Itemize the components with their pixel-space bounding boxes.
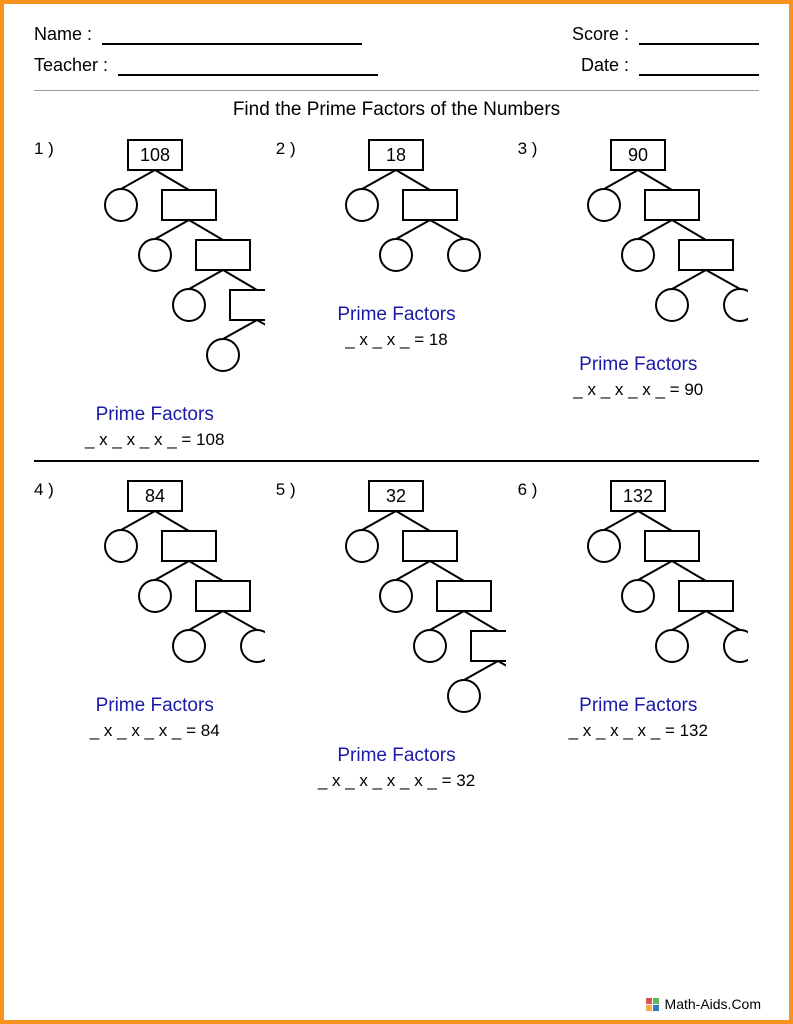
answer-equation[interactable]: _ x _ x _ = 18 xyxy=(276,330,517,350)
footer-logo-icon xyxy=(646,998,659,1011)
problem-cell: 4 ) 84 Prime Factors _ x _ x _ x _ = 84 xyxy=(34,474,275,791)
problem-cell: 3 ) 90 Prime Factors _ x _ x _ x _ = 90 xyxy=(518,133,759,450)
name-line[interactable] xyxy=(102,27,362,45)
footer-text: Math-Aids.Com xyxy=(665,996,761,1012)
answer-block: Prime Factors _ x _ x _ x _ = 108 xyxy=(34,404,275,450)
factor-tree[interactable]: 90 xyxy=(518,133,759,346)
answer-block: Prime Factors _ x _ x _ x _ = 84 xyxy=(34,695,275,741)
problem-cell: 1 ) 108 Prime Factors _ x _ x _ x _ = 108 xyxy=(34,133,275,450)
svg-text:18: 18 xyxy=(386,145,406,165)
answer-equation[interactable]: _ x _ x _ x _ x _ = 32 xyxy=(276,771,517,791)
answer-label: Prime Factors xyxy=(276,745,517,767)
answer-label: Prime Factors xyxy=(518,354,759,376)
problems-container: 1 )108Prime Factors_ x _ x _ x _ = 1082 … xyxy=(34,133,759,801)
worksheet-inner: Name : Score : Teacher : Date : Find the… xyxy=(4,4,789,811)
header-row-1: Name : Score : xyxy=(34,24,759,45)
teacher-label: Teacher : xyxy=(34,55,108,76)
answer-block: Prime Factors _ x _ x _ = 18 xyxy=(276,304,517,350)
answer-block: Prime Factors _ x _ x _ x _ = 132 xyxy=(518,695,759,741)
answer-equation[interactable]: _ x _ x _ x _ = 84 xyxy=(34,721,275,741)
problem-number: 3 ) xyxy=(518,139,538,159)
date-line[interactable] xyxy=(639,58,759,76)
worksheet-title: Find the Prime Factors of the Numbers xyxy=(34,99,759,121)
date-label: Date : xyxy=(581,55,629,76)
problem-number: 5 ) xyxy=(276,480,296,500)
factor-tree[interactable]: 18 xyxy=(276,133,517,296)
answer-label: Prime Factors xyxy=(34,404,275,426)
score-label: Score : xyxy=(572,24,629,45)
score-field: Score : xyxy=(572,24,759,45)
header-row-2: Teacher : Date : xyxy=(34,55,759,76)
problems-row: 1 )108Prime Factors_ x _ x _ x _ = 1082 … xyxy=(34,133,759,460)
answer-label: Prime Factors xyxy=(34,695,275,717)
answer-block: Prime Factors _ x _ x _ x _ x _ = 32 xyxy=(276,745,517,791)
problem-number: 2 ) xyxy=(276,139,296,159)
factor-tree[interactable]: 108 xyxy=(34,133,275,396)
problem-number: 4 ) xyxy=(34,480,54,500)
svg-text:84: 84 xyxy=(145,486,165,506)
answer-equation[interactable]: _ x _ x _ x _ = 132 xyxy=(518,721,759,741)
problem-cell: 5 ) 32 Prime Factors _ x _ x _ x _ x _ = 32 xyxy=(276,474,517,791)
header-divider xyxy=(34,90,759,91)
name-label: Name : xyxy=(34,24,92,45)
problem-number: 6 ) xyxy=(518,480,538,500)
answer-label: Prime Factors xyxy=(518,695,759,717)
answer-block: Prime Factors _ x _ x _ x _ = 90 xyxy=(518,354,759,400)
answer-label: Prime Factors xyxy=(276,304,517,326)
teacher-line[interactable] xyxy=(118,58,378,76)
svg-text:90: 90 xyxy=(628,145,648,165)
svg-text:32: 32 xyxy=(386,486,406,506)
factor-tree[interactable]: 32 xyxy=(276,474,517,737)
problems-row: 4 )84Prime Factors_ x _ x _ x _ = 845 )3… xyxy=(34,474,759,801)
factor-tree[interactable]: 132 xyxy=(518,474,759,687)
date-field: Date : xyxy=(581,55,759,76)
answer-equation[interactable]: _ x _ x _ x _ = 90 xyxy=(518,380,759,400)
page-frame: Name : Score : Teacher : Date : Find the… xyxy=(0,0,793,1024)
problem-cell: 2 ) 18 Prime Factors _ x _ x _ = 18 xyxy=(276,133,517,450)
svg-text:132: 132 xyxy=(623,486,653,506)
footer: Math-Aids.Com xyxy=(646,996,761,1012)
score-line[interactable] xyxy=(639,27,759,45)
name-field: Name : xyxy=(34,24,362,45)
answer-equation[interactable]: _ x _ x _ x _ = 108 xyxy=(34,430,275,450)
teacher-field: Teacher : xyxy=(34,55,378,76)
svg-text:108: 108 xyxy=(140,145,170,165)
problem-number: 1 ) xyxy=(34,139,54,159)
problem-cell: 6 ) 132 Prime Factors _ x _ x _ x _ = 132 xyxy=(518,474,759,791)
factor-tree[interactable]: 84 xyxy=(34,474,275,687)
